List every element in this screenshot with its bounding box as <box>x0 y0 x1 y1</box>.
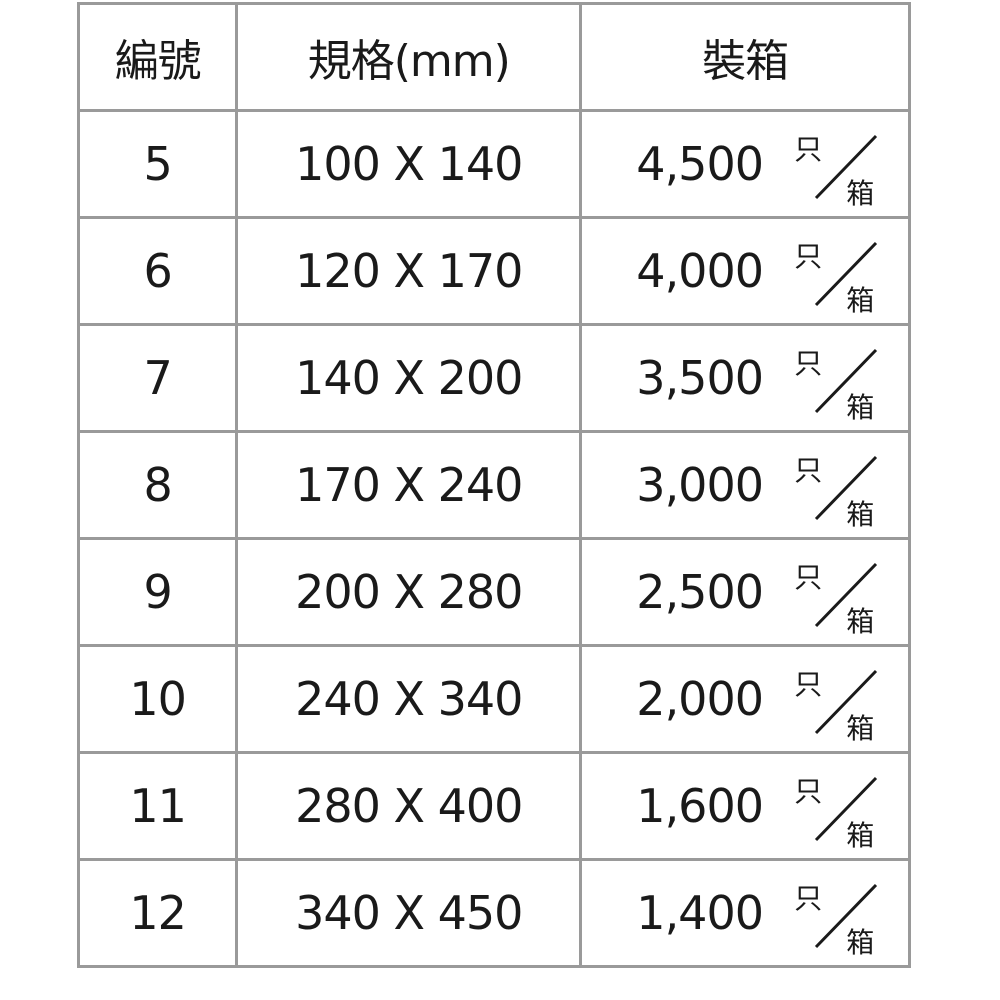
cell-packing: 2,500 只 箱 <box>579 537 911 647</box>
cell-number: 8 <box>76 430 239 540</box>
unit-per-box: 只 箱 <box>794 342 884 424</box>
unit-box: 箱 <box>846 819 874 852</box>
unit-per-box: 只 箱 <box>794 877 884 959</box>
unit-piece: 只 <box>794 775 822 808</box>
unit-box: 箱 <box>846 284 874 317</box>
unit-piece: 只 <box>794 240 822 273</box>
unit-box: 箱 <box>846 605 874 638</box>
cell-size: 100 X 140 <box>235 109 583 219</box>
cell-packing: 1,400 只 箱 <box>579 858 911 968</box>
slash-icon <box>815 883 878 949</box>
table-row: 11 280 X 400 1,600 只 箱 <box>76 751 911 861</box>
slash-icon <box>815 669 878 735</box>
cell-number: 12 <box>76 858 239 968</box>
cell-packing: 1,600 只 箱 <box>579 751 911 861</box>
packing-quantity: 3,000 <box>636 458 764 512</box>
unit-box: 箱 <box>846 926 874 959</box>
slash-icon <box>815 241 878 307</box>
packing-quantity: 2,000 <box>636 672 764 726</box>
unit-piece: 只 <box>794 133 822 166</box>
cell-number: 11 <box>76 751 239 861</box>
spec-table: 編號 規格(mm) 裝箱 5 100 X 140 4,500 只 箱 6 120… <box>76 2 911 968</box>
cell-size: 280 X 400 <box>235 751 583 861</box>
unit-per-box: 只 箱 <box>794 770 884 852</box>
cell-size: 170 X 240 <box>235 430 583 540</box>
cell-packing: 3,500 只 箱 <box>579 323 911 433</box>
cell-size: 140 X 200 <box>235 323 583 433</box>
packing-quantity: 2,500 <box>636 565 764 619</box>
cell-size: 120 X 170 <box>235 216 583 326</box>
cell-number: 6 <box>76 216 239 326</box>
cell-packing: 3,000 只 箱 <box>579 430 911 540</box>
header-size: 規格(mm) <box>235 2 583 112</box>
cell-number: 10 <box>76 644 239 754</box>
unit-box: 箱 <box>846 498 874 531</box>
cell-packing: 4,000 只 箱 <box>579 216 911 326</box>
header-row: 編號 規格(mm) 裝箱 <box>76 2 911 112</box>
unit-box: 箱 <box>846 712 874 745</box>
slash-icon <box>815 134 878 200</box>
cell-packing: 4,500 只 箱 <box>579 109 911 219</box>
unit-per-box: 只 箱 <box>794 128 884 210</box>
packing-quantity: 1,600 <box>636 779 764 833</box>
unit-per-box: 只 箱 <box>794 556 884 638</box>
cell-size: 240 X 340 <box>235 644 583 754</box>
unit-per-box: 只 箱 <box>794 449 884 531</box>
header-number: 編號 <box>76 2 239 112</box>
packing-quantity: 4,500 <box>636 137 764 191</box>
cell-size: 340 X 450 <box>235 858 583 968</box>
table-row: 8 170 X 240 3,000 只 箱 <box>76 430 911 540</box>
cell-number: 7 <box>76 323 239 433</box>
table-row: 5 100 X 140 4,500 只 箱 <box>76 109 911 219</box>
packing-quantity: 1,400 <box>636 886 764 940</box>
cell-packing: 2,000 只 箱 <box>579 644 911 754</box>
slash-icon <box>815 455 878 521</box>
unit-box: 箱 <box>846 177 874 210</box>
unit-piece: 只 <box>794 347 822 380</box>
slash-icon <box>815 562 878 628</box>
slash-icon <box>815 348 878 414</box>
slash-icon <box>815 776 878 842</box>
table-row: 12 340 X 450 1,400 只 箱 <box>76 858 911 968</box>
table-row: 9 200 X 280 2,500 只 箱 <box>76 537 911 647</box>
cell-number: 9 <box>76 537 239 647</box>
unit-piece: 只 <box>794 561 822 594</box>
unit-piece: 只 <box>794 882 822 915</box>
unit-piece: 只 <box>794 668 822 701</box>
cell-number: 5 <box>76 109 239 219</box>
unit-piece: 只 <box>794 454 822 487</box>
cell-size: 200 X 280 <box>235 537 583 647</box>
table-row: 10 240 X 340 2,000 只 箱 <box>76 644 911 754</box>
packing-quantity: 4,000 <box>636 244 764 298</box>
table-row: 6 120 X 170 4,000 只 箱 <box>76 216 911 326</box>
unit-per-box: 只 箱 <box>794 235 884 317</box>
table-row: 7 140 X 200 3,500 只 箱 <box>76 323 911 433</box>
unit-box: 箱 <box>846 391 874 424</box>
unit-per-box: 只 箱 <box>794 663 884 745</box>
packing-quantity: 3,500 <box>636 351 764 405</box>
header-packing: 裝箱 <box>579 2 911 112</box>
